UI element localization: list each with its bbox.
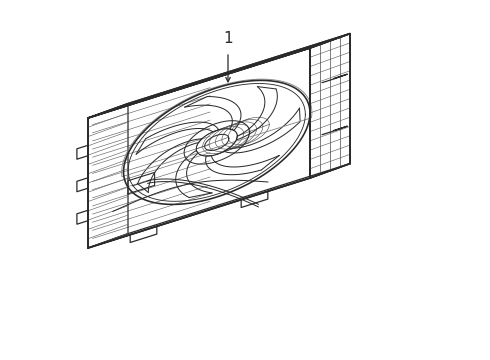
Text: 1: 1 xyxy=(223,31,233,45)
